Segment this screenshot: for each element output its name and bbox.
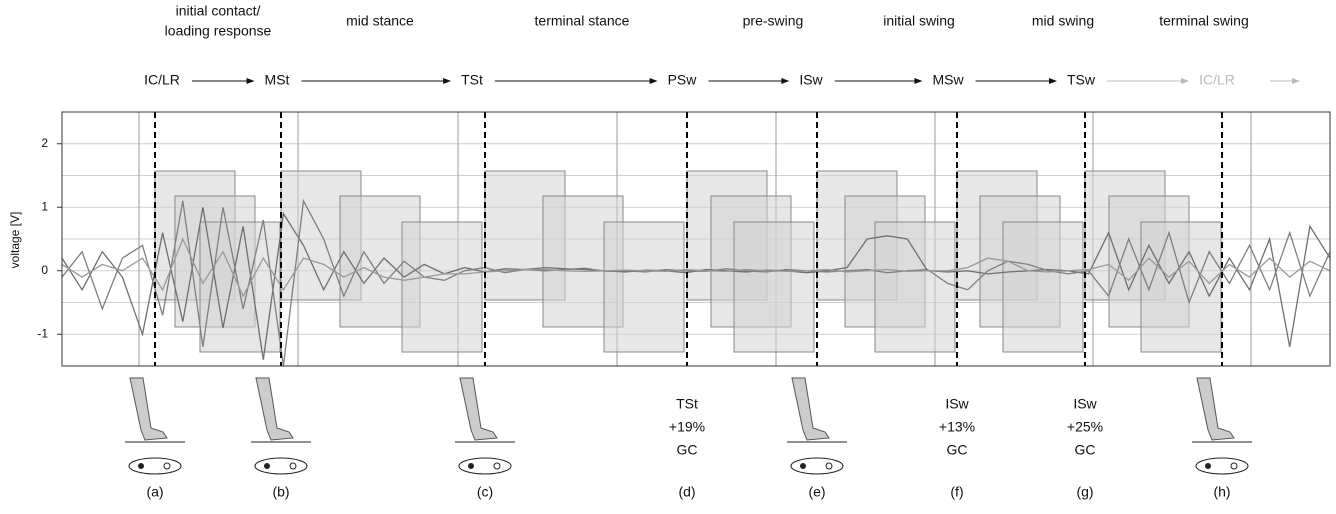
panel-note: TSt <box>676 396 698 412</box>
sensor <box>468 463 474 469</box>
y-tick-label: 0 <box>41 263 48 277</box>
event-label: IC/LR <box>144 72 180 88</box>
foot-icon <box>455 377 515 475</box>
sensor <box>163 462 171 470</box>
arrow-head <box>649 78 658 84</box>
foot-icon <box>1192 377 1252 475</box>
panel-note: GC <box>677 442 698 458</box>
leg <box>459 377 498 441</box>
leg <box>791 377 830 441</box>
panel-note: GC <box>947 442 968 458</box>
phase-name: mid stance <box>346 13 414 29</box>
event-label: TSw <box>1067 72 1096 88</box>
sensor <box>1230 462 1238 470</box>
phase-name: loading response <box>165 23 272 39</box>
phase-name: initial swing <box>883 13 955 29</box>
panel-label: (d) <box>678 484 695 500</box>
arrow-head <box>1049 78 1057 84</box>
panel-note: ISw <box>1073 396 1097 412</box>
plot-frame <box>61 111 1331 367</box>
arrow-head <box>1181 78 1190 84</box>
leg <box>129 377 168 441</box>
arrow-head <box>246 78 255 84</box>
phase-name: initial contact/ <box>176 3 261 19</box>
sole <box>790 457 844 475</box>
panel-label: (c) <box>477 484 493 500</box>
y-axis-label: voltage [V] <box>8 212 22 269</box>
y-tick-label: 1 <box>41 199 48 213</box>
panel-label: (a) <box>146 484 163 500</box>
sensor <box>138 463 144 469</box>
event-label: ISw <box>799 72 823 88</box>
sensor <box>800 463 806 469</box>
signal-line <box>61 198 1331 367</box>
panel-label: (h) <box>1213 484 1230 500</box>
phase-name: terminal stance <box>535 13 630 29</box>
window-box <box>874 221 956 353</box>
panel-note: +19% <box>669 419 705 435</box>
leg <box>1196 377 1235 441</box>
signal-line <box>61 237 1331 298</box>
phase-name: mid swing <box>1032 13 1094 29</box>
arrow-head <box>443 78 452 84</box>
sensor <box>825 462 833 470</box>
arrow-head <box>914 78 923 84</box>
window-box <box>401 221 483 353</box>
window-box <box>733 221 815 353</box>
panel-label: (e) <box>808 484 825 500</box>
event-label: PSw <box>668 72 698 88</box>
foot-icon <box>251 377 311 475</box>
event-label: MSt <box>265 72 290 88</box>
phase-name: terminal swing <box>1159 13 1248 29</box>
panel-note: +25% <box>1067 419 1103 435</box>
window-box <box>1140 221 1222 353</box>
panel-note: +13% <box>939 419 975 435</box>
panel-note: GC <box>1075 442 1096 458</box>
sensor <box>264 463 270 469</box>
event-label: MSw <box>932 72 964 88</box>
leg <box>255 377 294 441</box>
foot-icon <box>125 377 185 475</box>
panel-label: (b) <box>272 484 289 500</box>
event-label: TSt <box>461 72 483 88</box>
y-tick-label: 2 <box>41 136 48 150</box>
window-box <box>603 221 685 353</box>
panel-label: (g) <box>1076 484 1093 500</box>
event-label: IC/LR <box>1199 72 1235 88</box>
sole <box>254 457 308 475</box>
panel-note: ISw <box>945 396 969 412</box>
arrow-head <box>1292 78 1300 84</box>
sensor <box>289 462 297 470</box>
foot-icon <box>787 377 847 475</box>
sensor <box>493 462 501 470</box>
sole <box>1195 457 1249 475</box>
phase-name: pre-swing <box>743 13 804 29</box>
sole <box>458 457 512 475</box>
sensor <box>1205 463 1211 469</box>
window-box <box>1002 221 1084 353</box>
panel-label: (f) <box>950 484 963 500</box>
arrow-head <box>781 78 790 84</box>
sole <box>128 457 182 475</box>
y-tick-label: -1 <box>37 326 48 340</box>
